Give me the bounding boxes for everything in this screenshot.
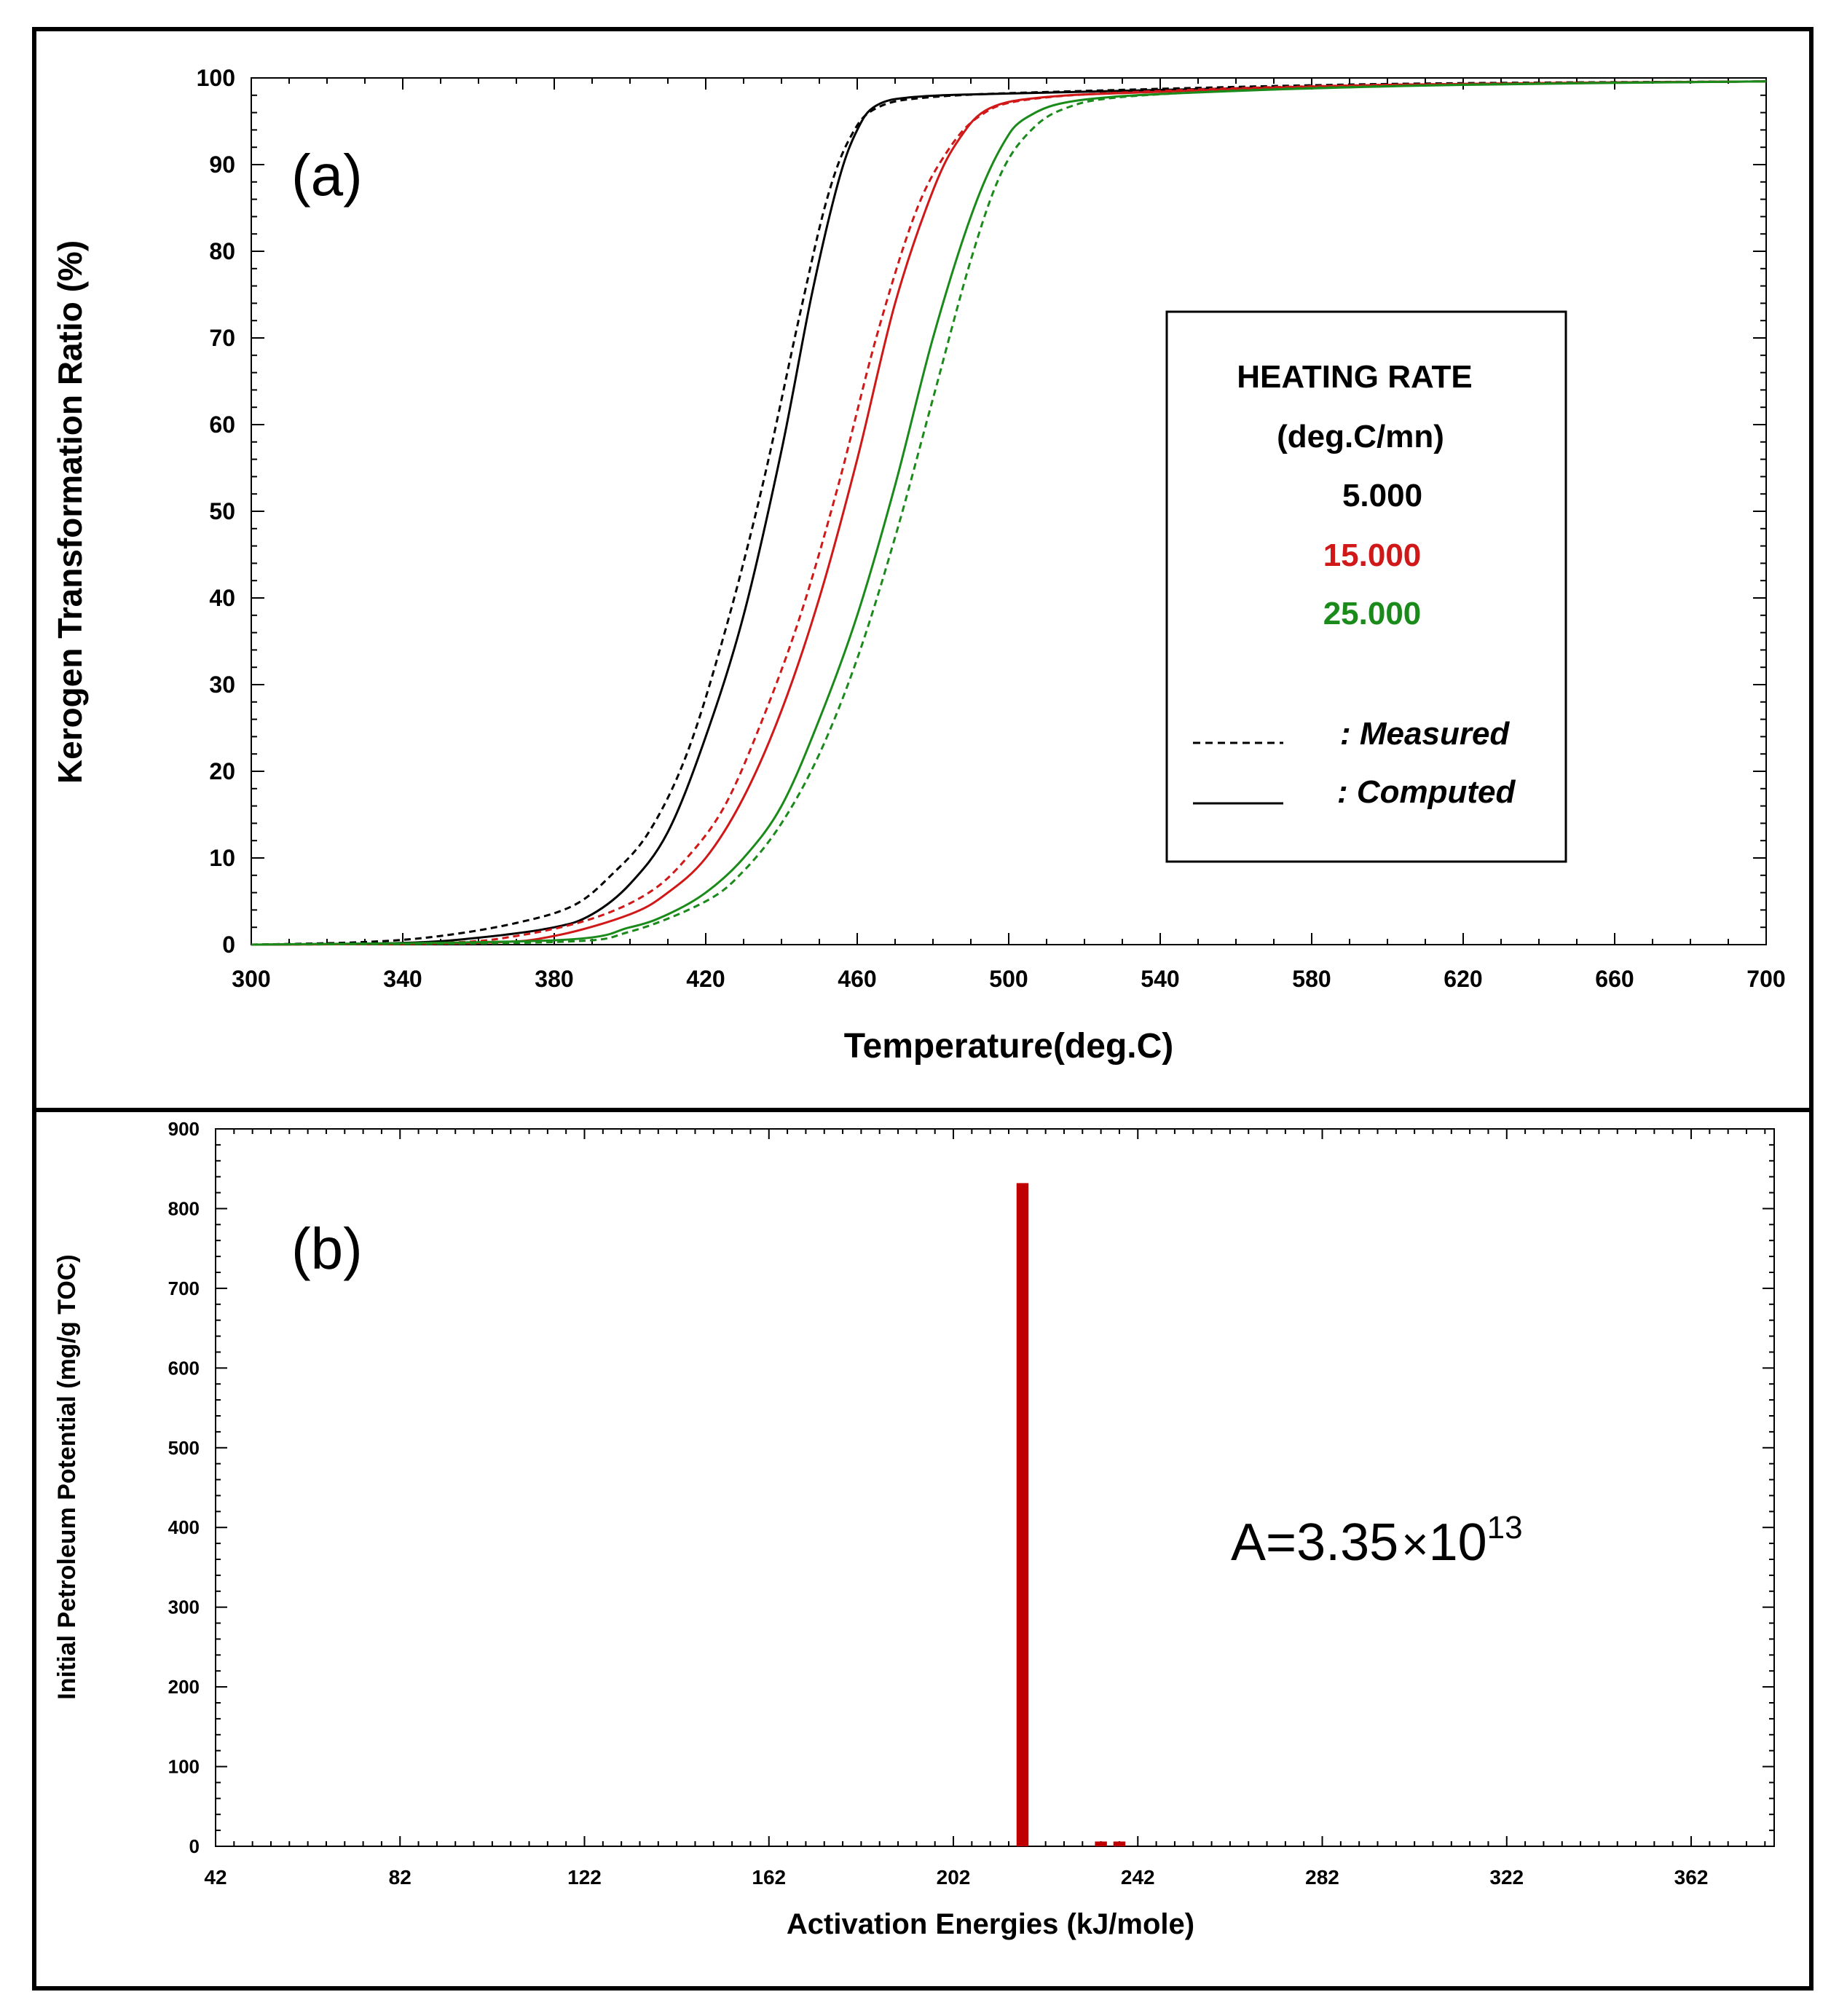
y-tick-label-a: 50 (209, 498, 235, 524)
panel-a: 300 340 380 420 460 500 540 580 620 660 700 0 10 20 30… (51, 65, 1786, 1066)
x-tick-label-a: 380 (535, 966, 573, 992)
panel-b-label: (b) (291, 1216, 363, 1281)
x-tick-label-a: 660 (1595, 966, 1634, 992)
x-tick-label-b: 322 (1489, 1866, 1524, 1889)
legend-rate-25: 25.000 (1323, 596, 1422, 631)
x-tick-label-b: 122 (567, 1866, 602, 1889)
x-tick-label-a: 540 (1141, 966, 1179, 992)
pre-exponential-annotation: A=3.35×1013 (1231, 1510, 1523, 1572)
x-tick-label-a: 580 (1292, 966, 1331, 992)
plot-b-area (215, 1128, 1775, 1847)
energy-bar (1113, 1841, 1126, 1846)
x-tick-label-a: 620 (1444, 966, 1482, 992)
y-tick-label-b: 800 (168, 1197, 200, 1219)
series-line (251, 80, 1767, 946)
annotation-times: × (1401, 1518, 1428, 1570)
legend-title: HEATING RATE (1237, 359, 1472, 395)
y-axis-title-b: Initial Petroleum Potential (mg/g TOC) (53, 1254, 81, 1699)
x-tick-label-b: 42 (204, 1866, 227, 1889)
y-tick-label-a: 40 (209, 585, 235, 611)
x-tick-label-a: 700 (1746, 966, 1785, 992)
x-tick-label-b: 82 (389, 1866, 411, 1889)
legend-a: HEATING RATE (deg.C/mn) 5.000 15.000 25.… (1165, 310, 1567, 863)
panel-a-label: (a) (291, 143, 363, 208)
x-tick-label-b: 162 (752, 1866, 786, 1889)
legend-computed-label: : Computed (1337, 774, 1516, 810)
y-tick-label-a: 70 (209, 325, 235, 351)
panel-b-frame (32, 1108, 1813, 1991)
y-tick-label-b: 600 (168, 1357, 200, 1379)
plot-b-ticks: 42 82 122 162 202 242 282 322 362 0 100 200 300 400 50… (168, 1118, 1774, 1889)
x-tick-label-b: 282 (1305, 1866, 1339, 1889)
x-tick-label-b: 202 (937, 1866, 971, 1889)
x-tick-label-a: 500 (989, 966, 1028, 992)
x-tick-label-a: 460 (838, 966, 876, 992)
y-tick-label-b: 900 (168, 1118, 200, 1140)
x-axis-title-a: Temperature(deg.C) (844, 1027, 1174, 1066)
y-tick-label-b: 500 (168, 1437, 200, 1459)
legend-box (1165, 310, 1567, 863)
series-line (251, 80, 1767, 946)
series-line (251, 80, 1767, 946)
y-tick-label-a: 0 (222, 932, 235, 958)
energy-bar (1095, 1841, 1107, 1846)
y-tick-label-b: 200 (168, 1676, 200, 1698)
plot-a-curves (251, 80, 1767, 946)
y-tick-label-b: 300 (168, 1596, 200, 1618)
y-tick-label-a: 10 (209, 845, 235, 871)
legend-measured-label: : Measured (1340, 716, 1510, 752)
panel-b: 42 82 122 162 202 242 282 322 362 0 100 200 300 400 50… (53, 1118, 1775, 1940)
plot-b-bars (1016, 1183, 1126, 1846)
y-tick-label-a: 80 (209, 238, 235, 264)
legend-units: (deg.C/mn) (1277, 419, 1444, 454)
annotation-base: 10 (1429, 1513, 1487, 1572)
x-tick-label-a: 340 (383, 966, 422, 992)
x-axis-title-b: Activation Energies (kJ/mole) (787, 1908, 1194, 1940)
legend-rate-5: 5.000 (1342, 478, 1422, 513)
x-tick-label-a: 300 (232, 966, 270, 992)
y-tick-label-a: 30 (209, 672, 235, 698)
y-tick-label-a: 60 (209, 412, 235, 438)
y-tick-label-b: 400 (168, 1516, 200, 1538)
y-tick-label-b: 0 (189, 1835, 200, 1857)
y-tick-label-a: 20 (209, 758, 235, 784)
y-axis-title-a: Kerogen Transformation Ratio (%) (51, 240, 89, 784)
legend-rate-15: 15.000 (1323, 538, 1422, 573)
series-line (251, 80, 1767, 946)
annotation-exponent: 13 (1487, 1510, 1523, 1546)
y-tick-label-a: 90 (209, 151, 235, 178)
energy-bar (1016, 1183, 1029, 1846)
x-tick-label-b: 242 (1121, 1866, 1155, 1889)
y-tick-label-a: 100 (197, 65, 235, 91)
y-tick-label-b: 700 (168, 1277, 200, 1299)
x-tick-label-b: 362 (1674, 1866, 1709, 1889)
y-tick-label-b: 100 (168, 1756, 200, 1778)
annotation-prefix: A=3.35 (1231, 1513, 1398, 1572)
series-line (251, 80, 1767, 946)
plot-a-ticks: 300 340 380 420 460 500 540 580 620 660 700 0 10 20 30… (197, 65, 1786, 992)
x-tick-label-a: 420 (686, 966, 725, 992)
